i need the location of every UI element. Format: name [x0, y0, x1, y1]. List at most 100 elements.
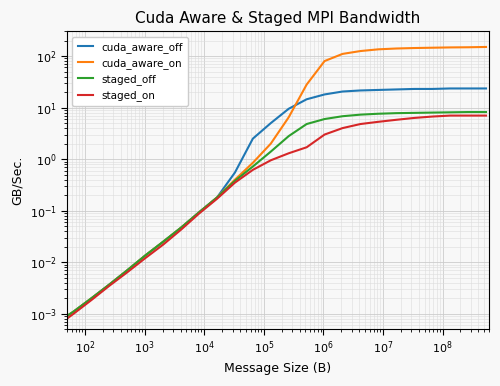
staged_on	[232, 180, 238, 185]
cuda_aware_on	[447, 45, 453, 50]
staged_on	[376, 120, 382, 124]
staged_on	[88, 298, 94, 302]
cuda_aware_off	[142, 253, 148, 258]
cuda_aware_off	[232, 170, 238, 175]
cuda_aware_off	[376, 88, 382, 92]
cuda_aware_on	[160, 239, 166, 244]
cuda_aware_off	[70, 309, 76, 314]
cuda_aware_off	[124, 268, 130, 273]
staged_off	[465, 110, 471, 114]
cuda_aware_on	[232, 177, 238, 182]
staged_off	[160, 239, 166, 244]
Line: cuda_aware_off: cuda_aware_off	[56, 88, 486, 323]
staged_off	[196, 210, 202, 215]
Line: staged_on: staged_on	[56, 115, 486, 327]
staged_off	[429, 110, 435, 115]
cuda_aware_off	[429, 86, 435, 91]
staged_off	[394, 111, 400, 115]
cuda_aware_on	[178, 225, 184, 230]
staged_off	[322, 117, 328, 121]
Title: Cuda Aware & Staged MPI Bandwidth: Cuda Aware & Staged MPI Bandwidth	[136, 11, 420, 26]
staged_on	[106, 283, 112, 288]
staged_on	[124, 270, 130, 274]
staged_off	[304, 122, 310, 126]
staged_on	[268, 158, 274, 163]
Legend: cuda_aware_off, cuda_aware_on, staged_off, staged_on: cuda_aware_off, cuda_aware_on, staged_of…	[72, 37, 188, 106]
staged_on	[394, 117, 400, 122]
cuda_aware_on	[304, 82, 310, 87]
cuda_aware_off	[322, 92, 328, 97]
staged_off	[88, 296, 94, 301]
cuda_aware_off	[52, 321, 59, 326]
Line: cuda_aware_on: cuda_aware_on	[56, 47, 486, 323]
cuda_aware_on	[465, 45, 471, 49]
staged_off	[52, 321, 59, 326]
Y-axis label: GB/Sec.: GB/Sec.	[11, 156, 24, 205]
cuda_aware_off	[447, 86, 453, 91]
staged_off	[376, 112, 382, 116]
cuda_aware_off	[250, 136, 256, 141]
cuda_aware_on	[70, 309, 76, 314]
staged_on	[52, 325, 59, 330]
cuda_aware_on	[142, 253, 148, 258]
cuda_aware_on	[322, 59, 328, 63]
cuda_aware_off	[483, 86, 489, 91]
cuda_aware_on	[106, 282, 112, 287]
cuda_aware_off	[268, 121, 274, 125]
staged_off	[340, 114, 345, 119]
staged_off	[447, 110, 453, 115]
cuda_aware_off	[88, 296, 94, 301]
staged_off	[106, 282, 112, 287]
cuda_aware_on	[412, 46, 418, 50]
staged_on	[322, 132, 328, 137]
cuda_aware_on	[429, 46, 435, 50]
cuda_aware_off	[196, 210, 202, 215]
staged_off	[286, 134, 292, 139]
staged_on	[304, 145, 310, 150]
staged_off	[232, 178, 238, 183]
cuda_aware_on	[358, 49, 364, 53]
cuda_aware_off	[304, 97, 310, 102]
cuda_aware_on	[88, 296, 94, 301]
staged_off	[358, 112, 364, 117]
cuda_aware_on	[394, 46, 400, 51]
staged_off	[124, 268, 130, 273]
staged_on	[250, 168, 256, 172]
cuda_aware_on	[483, 45, 489, 49]
staged_off	[412, 110, 418, 115]
cuda_aware_on	[340, 52, 345, 56]
staged_on	[465, 113, 471, 118]
cuda_aware_on	[52, 321, 59, 326]
X-axis label: Message Size (B): Message Size (B)	[224, 362, 332, 375]
cuda_aware_off	[160, 239, 166, 244]
staged_on	[160, 242, 166, 247]
staged_on	[412, 116, 418, 120]
cuda_aware_on	[124, 268, 130, 273]
staged_off	[178, 225, 184, 230]
staged_on	[142, 256, 148, 261]
cuda_aware_off	[394, 87, 400, 92]
cuda_aware_on	[286, 115, 292, 120]
staged_on	[340, 126, 345, 130]
Line: staged_off: staged_off	[56, 112, 486, 323]
staged_off	[268, 149, 274, 154]
cuda_aware_off	[340, 89, 345, 94]
cuda_aware_off	[286, 107, 292, 111]
cuda_aware_off	[214, 195, 220, 200]
staged_off	[483, 110, 489, 114]
cuda_aware_on	[250, 161, 256, 165]
cuda_aware_on	[196, 210, 202, 215]
staged_on	[447, 113, 453, 118]
staged_off	[142, 253, 148, 258]
staged_on	[483, 113, 489, 118]
cuda_aware_off	[358, 88, 364, 93]
cuda_aware_on	[268, 141, 274, 146]
staged_on	[70, 312, 76, 316]
staged_on	[178, 227, 184, 232]
staged_on	[286, 151, 292, 156]
staged_off	[250, 164, 256, 169]
staged_on	[214, 196, 220, 201]
cuda_aware_off	[412, 86, 418, 91]
staged_on	[429, 114, 435, 119]
cuda_aware_off	[106, 282, 112, 287]
